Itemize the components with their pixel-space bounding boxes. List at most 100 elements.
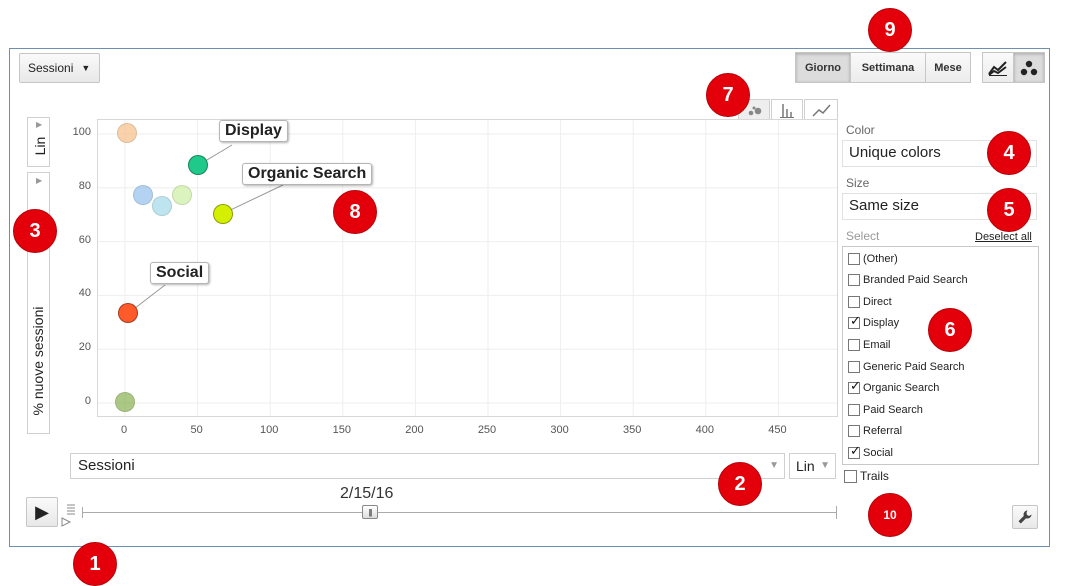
checkbox[interactable] [848, 274, 860, 287]
size-label: Size [846, 176, 870, 190]
mese-label: Mese [934, 61, 962, 74]
select-item[interactable]: Generic Paid Search [848, 356, 965, 377]
callout-social: Social [150, 262, 210, 284]
trails-checkbox[interactable]: Trails [844, 469, 889, 483]
x-axis-scale-label: Lin [796, 458, 815, 474]
select-item[interactable]: Referral [848, 421, 902, 442]
data-bubble[interactable] [118, 303, 139, 324]
select-item-label: Branded Paid Search [863, 274, 968, 287]
select-item[interactable]: ✓ Social [848, 442, 893, 463]
select-item-label: Paid Search [863, 403, 923, 416]
line-chart-icon [988, 60, 1007, 76]
annotation-marker-7: 7 [706, 73, 750, 117]
data-bubble[interactable] [132, 184, 153, 205]
x-tick-label: 350 [623, 424, 642, 436]
y-tick-label: 0 [84, 395, 91, 407]
timeline-date: 2/15/16 [340, 485, 394, 502]
annotation-marker-9: 9 [868, 8, 912, 52]
select-item-label: Organic Search [863, 382, 940, 395]
deselect-all-link[interactable]: Deselect all [975, 231, 1032, 243]
select-item-label: Display [863, 317, 900, 330]
checkbox[interactable] [848, 403, 860, 416]
annotation-marker-1: 1 [73, 542, 117, 586]
entity-select-list: (Other) Branded Paid Search Direct ✓ Display… [842, 246, 1039, 465]
line-chart-view-button[interactable] [982, 52, 1014, 83]
checkbox[interactable]: ✓ [848, 444, 861, 459]
annotation-marker-8: 8 [333, 190, 377, 234]
bubble-chart-view-button[interactable] [1013, 52, 1045, 83]
y-tick-label: 40 [78, 287, 91, 300]
y-axis-label: % nuove sessioni [30, 306, 46, 416]
grip-icon: ||| [368, 507, 372, 517]
timeline-slider-handle[interactable]: ||| [362, 505, 378, 519]
giorno-button[interactable]: Giorno [795, 52, 851, 83]
select-item[interactable]: ✓ Display [848, 313, 899, 334]
annotation-marker-6: 6 [928, 308, 972, 352]
select-item-label: Referral [863, 425, 903, 438]
x-scale-dropdown-icon: ▼ [820, 460, 830, 471]
line-tab-icon [812, 104, 831, 117]
select-item[interactable]: (Other) [848, 248, 898, 269]
checkbox[interactable] [848, 338, 860, 351]
annotation-marker-5: 5 [987, 188, 1031, 232]
data-bubble[interactable] [172, 184, 193, 205]
timeline-track[interactable] [82, 512, 837, 513]
annotation-marker-10: 10 [868, 493, 912, 537]
y-tick-label: 100 [72, 126, 91, 138]
checkbox[interactable] [848, 295, 860, 308]
line-tab[interactable] [804, 99, 838, 120]
speed-slider-icon [61, 504, 75, 527]
select-item-label: Social [863, 446, 893, 459]
callout-display: Display [219, 120, 288, 142]
checkbox[interactable]: ✓ [848, 379, 861, 395]
select-item[interactable]: Branded Paid Search [848, 270, 968, 291]
size-selector[interactable]: Same size [842, 193, 1037, 220]
x-tick-label: 100 [260, 424, 279, 436]
select-item-label: Email [863, 338, 891, 351]
data-bubble[interactable] [115, 392, 136, 412]
x-axis-label: Sessioni [78, 457, 135, 474]
y-axis-scale-label: Lin [32, 136, 48, 156]
checkbox[interactable] [848, 252, 860, 265]
scatter-tab-icon [748, 106, 762, 116]
annotation-marker-4: 4 [987, 131, 1031, 175]
x-axis-scale-selector[interactable]: Lin ▼ [789, 453, 836, 479]
y-scale-arrow-icon: ▶ [36, 120, 43, 129]
settimana-button[interactable]: Settimana [850, 52, 926, 83]
x-tick-label: 150 [332, 424, 351, 436]
y-axis-scale-selector[interactable]: ▶ Lin [27, 117, 50, 167]
checkbox[interactable] [848, 425, 860, 438]
giorno-label: Giorno [804, 61, 842, 74]
play-icon: ▶ [35, 501, 49, 522]
trails-checkbox-box [844, 469, 857, 483]
data-bubble[interactable] [116, 123, 137, 143]
play-button[interactable]: ▶ [26, 497, 58, 527]
x-tick-label: 50 [190, 424, 203, 436]
x-axis-dropdown-icon: ▼ [769, 460, 779, 471]
x-tick-label: 450 [768, 424, 787, 436]
x-tick-label: 200 [405, 424, 424, 436]
bar-tab[interactable] [771, 99, 803, 120]
data-bubble[interactable] [212, 203, 233, 224]
mese-button[interactable]: Mese [925, 52, 971, 83]
color-selector[interactable]: Unique colors [842, 140, 1037, 167]
settings-button[interactable] [1012, 505, 1038, 529]
metric-dropdown[interactable]: Sessioni ▼ [19, 53, 100, 83]
x-axis-metric-selector[interactable]: Sessioni ▼ [70, 453, 785, 479]
checkbox[interactable]: ✓ [848, 314, 861, 330]
select-item[interactable]: Email [848, 334, 891, 355]
y-tick-label: 80 [78, 179, 91, 192]
color-label: Color [846, 123, 875, 137]
select-item[interactable]: Paid Search [848, 399, 923, 420]
speed-control[interactable] [59, 503, 81, 534]
y-tick-label: 60 [78, 233, 91, 246]
x-tick-label: 0 [120, 424, 128, 436]
data-bubble[interactable] [151, 195, 172, 216]
select-item[interactable]: ✓ Organic Search [848, 378, 939, 399]
select-item-label: Generic Paid Search [863, 360, 965, 373]
select-item[interactable]: Direct [848, 291, 892, 312]
data-bubble[interactable] [188, 155, 209, 176]
metric-dropdown-label: Sessioni [28, 61, 74, 75]
y-tick-label: 20 [78, 341, 91, 354]
checkbox[interactable] [848, 360, 860, 373]
